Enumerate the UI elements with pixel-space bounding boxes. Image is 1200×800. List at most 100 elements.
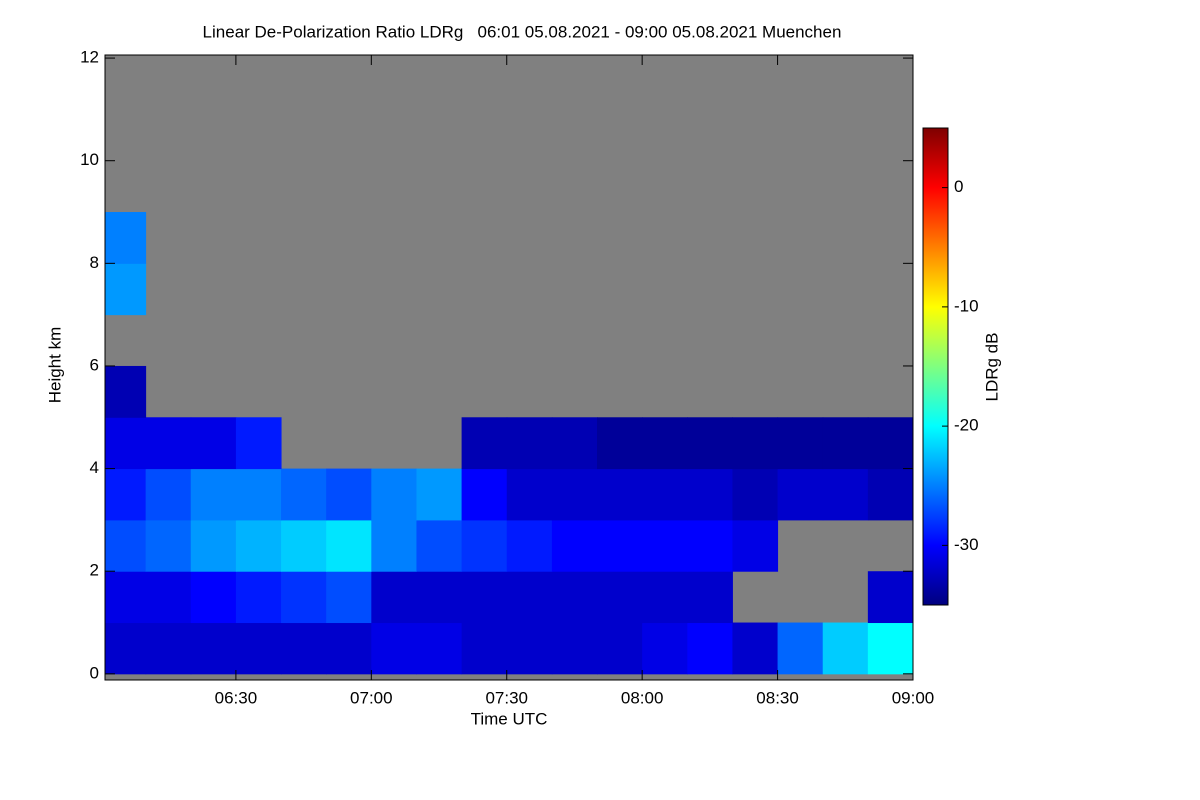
heatmap-cell bbox=[868, 571, 914, 623]
heatmap-cell bbox=[105, 366, 146, 418]
heatmap-cell bbox=[462, 469, 508, 521]
heatmap-cell bbox=[552, 469, 598, 521]
heatmap-cell bbox=[105, 212, 146, 264]
heatmap-cell bbox=[326, 623, 372, 675]
y-tick-label: 2 bbox=[90, 561, 99, 580]
heatmap-cell bbox=[462, 417, 508, 469]
heatmap-cell bbox=[191, 417, 237, 469]
heatmap-cell bbox=[597, 571, 643, 623]
x-tick-label: 08:00 bbox=[621, 688, 664, 707]
x-tick-label: 07:00 bbox=[350, 688, 393, 707]
heatmap-cell bbox=[236, 623, 282, 675]
heatmap-cell bbox=[732, 469, 778, 521]
heatmap-cell bbox=[687, 623, 733, 675]
heatmap-cell bbox=[778, 417, 824, 469]
colorbar-tick-label: -30 bbox=[954, 535, 979, 554]
heatmap-cell bbox=[105, 263, 146, 315]
heatmap-cell bbox=[507, 623, 553, 675]
heatmap-cell bbox=[371, 520, 417, 572]
heatmap-cell bbox=[732, 623, 778, 675]
heatmap-cell bbox=[416, 571, 462, 623]
heatmap-cell bbox=[191, 520, 237, 572]
heatmap-cell bbox=[507, 417, 553, 469]
heatmap-cell bbox=[146, 417, 192, 469]
heatmap-cell bbox=[642, 571, 688, 623]
y-tick-label: 6 bbox=[90, 355, 99, 374]
heatmap-cell bbox=[642, 623, 688, 675]
heatmap-cell bbox=[868, 417, 914, 469]
heatmap-cell bbox=[191, 623, 237, 675]
heatmap-cell bbox=[371, 623, 417, 675]
heatmap-cell bbox=[462, 571, 508, 623]
heatmap-cell bbox=[371, 469, 417, 521]
heatmap-cell bbox=[105, 469, 146, 521]
colorbar-label: LDRg dB bbox=[982, 333, 1001, 402]
heatmap-cell bbox=[778, 469, 824, 521]
heatmap-cell bbox=[597, 623, 643, 675]
heatmap-cell bbox=[552, 571, 598, 623]
y-tick-label: 10 bbox=[80, 150, 99, 169]
x-axis-label: Time UTC bbox=[471, 709, 548, 728]
heatmap-cell bbox=[687, 469, 733, 521]
colorbar bbox=[923, 128, 948, 605]
heatmap-cell bbox=[732, 417, 778, 469]
heatmap-cell bbox=[146, 623, 192, 675]
heatmap-cell bbox=[416, 623, 462, 675]
heatmap-cell bbox=[642, 417, 688, 469]
heatmap-cell bbox=[507, 520, 553, 572]
heatmap-cell bbox=[146, 469, 192, 521]
x-tick-label: 07:30 bbox=[485, 688, 528, 707]
heatmap-cell bbox=[868, 623, 914, 675]
y-tick-label: 8 bbox=[90, 253, 99, 272]
x-tick-label: 06:30 bbox=[215, 688, 258, 707]
heatmap-cell bbox=[416, 469, 462, 521]
y-tick-label: 4 bbox=[90, 458, 99, 477]
heatmap-cell bbox=[642, 520, 688, 572]
heatmap-cell bbox=[281, 571, 327, 623]
heatmap-cell bbox=[191, 571, 237, 623]
heatmap-cell bbox=[146, 571, 192, 623]
heatmap-cell bbox=[281, 623, 327, 675]
y-tick-label: 0 bbox=[90, 663, 99, 682]
heatmap-cell bbox=[687, 571, 733, 623]
x-tick-label: 09:00 bbox=[892, 688, 935, 707]
heatmap-cell bbox=[462, 623, 508, 675]
heatmap-cell bbox=[552, 417, 598, 469]
heatmap-cell bbox=[597, 520, 643, 572]
heatmap-cell bbox=[597, 469, 643, 521]
heatmap-cell bbox=[597, 417, 643, 469]
chart-title: Linear De-Polarization Ratio LDRg 06:01 … bbox=[203, 22, 842, 41]
heatmap-cell bbox=[552, 623, 598, 675]
heatmap-cell bbox=[281, 520, 327, 572]
heatmap-cell bbox=[191, 469, 237, 521]
heatmap-cell bbox=[687, 417, 733, 469]
y-axis-label: Height km bbox=[45, 327, 64, 404]
heatmap-cell bbox=[326, 571, 372, 623]
heatmap-cell bbox=[642, 469, 688, 521]
heatmap-cell bbox=[823, 623, 869, 675]
heatmap-cell bbox=[687, 520, 733, 572]
heatmap-cell bbox=[326, 469, 372, 521]
heatmap-cell bbox=[371, 571, 417, 623]
heatmap-cell bbox=[823, 417, 869, 469]
heatmap-cell bbox=[236, 417, 282, 469]
heatmap-cell bbox=[462, 520, 508, 572]
heatmap-cell bbox=[236, 571, 282, 623]
heatmap-cell bbox=[105, 571, 146, 623]
heatmap-cell bbox=[105, 520, 146, 572]
heatmap-cell bbox=[236, 520, 282, 572]
heatmap-cell bbox=[823, 469, 869, 521]
heatmap-cell bbox=[732, 520, 778, 572]
heatmap-cell bbox=[236, 469, 282, 521]
heatmap-cell bbox=[105, 417, 146, 469]
heatmap-cell bbox=[416, 520, 462, 572]
colorbar-tick-label: -20 bbox=[954, 416, 979, 435]
heatmap-cell bbox=[778, 623, 824, 675]
colorbar-tick-label: -10 bbox=[954, 296, 979, 315]
heatmap-cell bbox=[552, 520, 598, 572]
heatmap-cell bbox=[868, 469, 914, 521]
heatmap-cell bbox=[326, 520, 372, 572]
heatmap-cell bbox=[105, 623, 146, 675]
y-tick-label: 12 bbox=[80, 48, 99, 67]
